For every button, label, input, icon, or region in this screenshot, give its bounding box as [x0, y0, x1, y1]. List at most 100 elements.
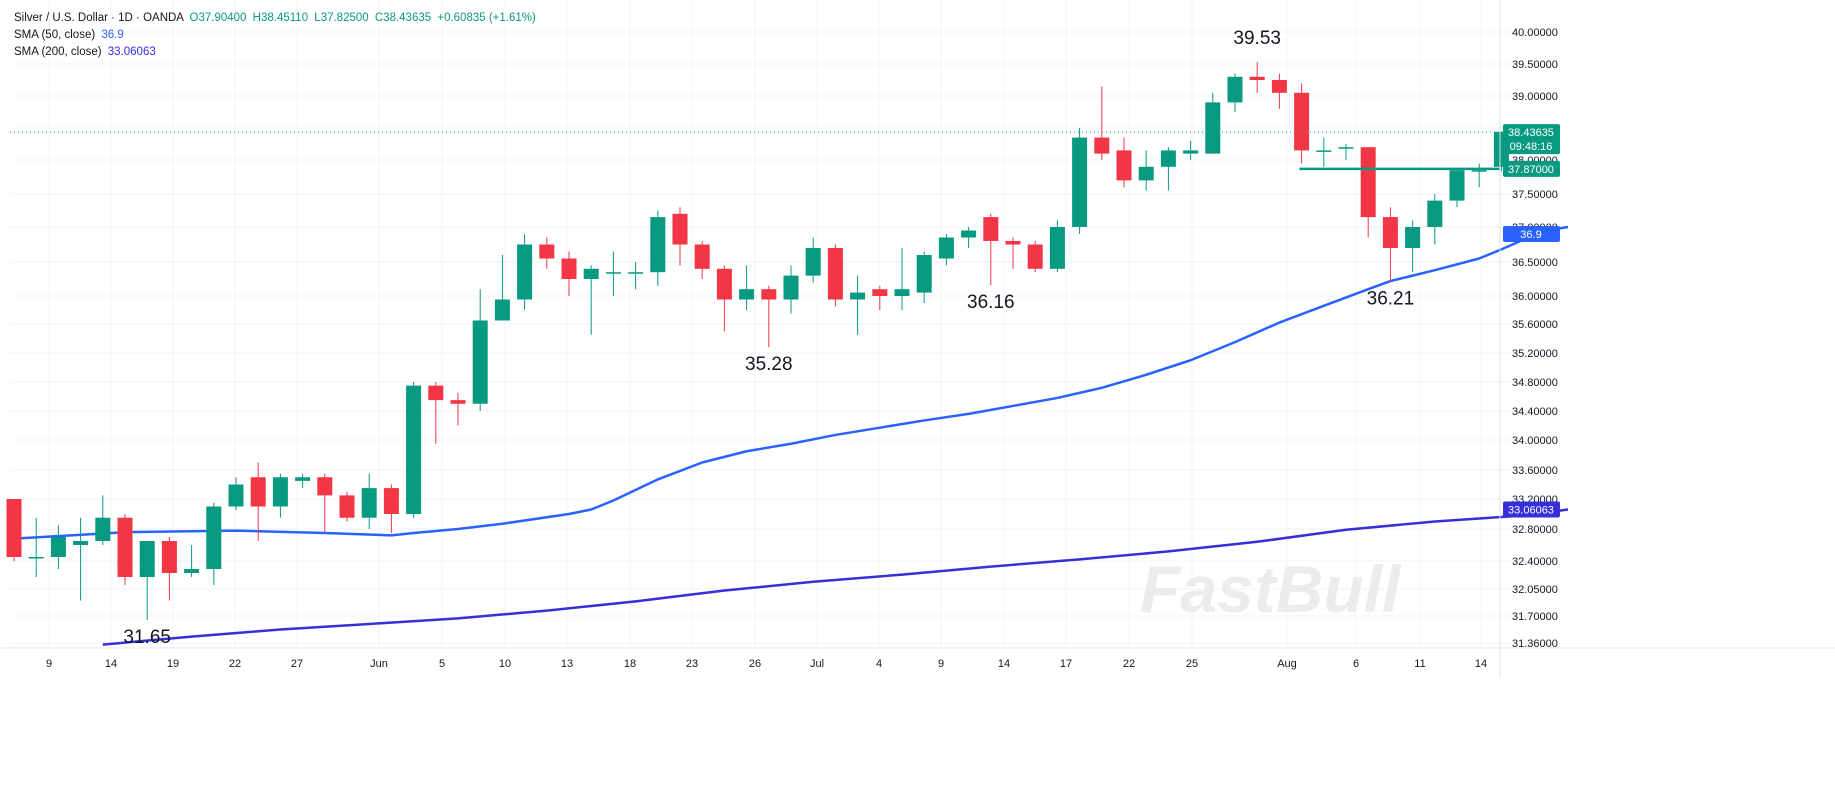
candle-body — [383, 488, 399, 514]
candle-body — [1094, 137, 1110, 154]
candle-body — [539, 244, 555, 259]
time-tick-label: 17 — [1060, 658, 1072, 670]
price-tick-label: 35.20000 — [1512, 348, 1558, 360]
sma50-axis-label: 36.9 — [1520, 229, 1541, 241]
candle-body — [494, 299, 510, 321]
time-axis: 9 14 19 22 27 Jun 5 10 13 18 23 26 Jul 4 9 14 17 22 25 Aug 6… — [0, 647, 1835, 670]
time-tick-label: 22 — [1123, 658, 1135, 670]
candle-body — [1049, 227, 1065, 269]
price-tick-label: 32.40000 — [1512, 556, 1558, 568]
sma50-line — [13, 225, 1569, 540]
candle-body — [28, 557, 44, 559]
time-tick-label: 25 — [1186, 658, 1198, 670]
price-lines — [10, 131, 1500, 171]
candle-body — [1205, 102, 1221, 154]
annotations-layer: 31.65 35.28 36.16 39.53 36.21 — [123, 28, 1414, 648]
price-tick-label: 34.80000 — [1512, 377, 1558, 389]
candle-body — [1471, 170, 1487, 172]
level-price-label-bg — [1503, 160, 1560, 177]
time-tick-label: Jul — [810, 658, 824, 670]
legend-row-sma50[interactable]: SMA (50, close) 36.9 — [14, 27, 536, 44]
candle-body — [1360, 147, 1376, 218]
low-value: L37.82500 — [314, 12, 369, 24]
candle-body — [583, 268, 599, 279]
close-value: C38.43635 — [374, 12, 432, 24]
axis-labels: 38.43635 09:48:16 37.87000 36.9 33.06063 — [1503, 124, 1560, 518]
candle-body — [139, 541, 155, 577]
time-tick-label: 6 — [1353, 658, 1359, 670]
high-value: H38.45110 — [252, 12, 309, 24]
open-value: O37.90400 — [189, 12, 247, 24]
time-tick-label: 13 — [561, 658, 573, 670]
sma200-axis-label-bg — [1503, 501, 1560, 518]
time-tick-label: 4 — [876, 658, 882, 670]
price-tick-label: 34.00000 — [1512, 435, 1558, 447]
time-tick-label: 22 — [229, 658, 241, 670]
sma200-line — [102, 508, 1569, 646]
candle-body — [428, 385, 444, 401]
price-tick-label: 39.00000 — [1512, 91, 1558, 103]
sma50-layer — [13, 225, 1569, 540]
candle-body — [605, 272, 621, 274]
candle-body — [517, 244, 533, 300]
sma50-axis-label-bg — [1503, 226, 1560, 242]
legend-row-sma200[interactable]: SMA (200, close) 33.06063 — [14, 44, 536, 61]
time-tick-label: Aug — [1277, 658, 1297, 670]
time-tick-label: 23 — [686, 658, 698, 670]
change-value: +0.60835 (+1.61%) — [437, 12, 536, 24]
candle-body — [1427, 200, 1443, 227]
price-tick-label: 39.50000 — [1512, 59, 1558, 71]
candle-body — [228, 484, 244, 507]
candle-body — [117, 517, 133, 577]
watermark: FastBull — [1140, 552, 1402, 626]
time-tick-label: Jun — [370, 658, 388, 670]
candle-body — [161, 541, 177, 573]
time-tick-label: 14 — [998, 658, 1010, 670]
price-tick-label: 36.50000 — [1512, 257, 1558, 269]
annotation-label: 36.21 — [1367, 289, 1415, 310]
candle-body — [317, 477, 333, 496]
price-tick-label: 32.05000 — [1512, 584, 1558, 596]
candles-layer — [6, 62, 1509, 620]
candle-body — [406, 385, 422, 514]
sma50-label: SMA (50, close) — [14, 29, 96, 41]
time-tick-label: 19 — [167, 658, 179, 670]
candle-body — [827, 248, 843, 300]
candle-body — [1338, 147, 1354, 149]
time-tick-label: 9 — [938, 658, 944, 670]
candle-body — [761, 289, 777, 300]
candle-body — [1160, 150, 1176, 167]
level-price-label: 37.87000 — [1508, 164, 1554, 176]
legend-row-symbol[interactable]: Silver / U.S. Dollar · 1D · OANDA O37.90… — [14, 10, 536, 27]
time-tick-label: 9 — [46, 658, 52, 670]
candle-body — [50, 537, 66, 557]
candle-body — [694, 244, 710, 269]
time-tick-label: 10 — [499, 658, 511, 670]
price-tick-label: 37.50000 — [1512, 189, 1558, 201]
candle-body — [1271, 80, 1287, 93]
candle-body — [1116, 150, 1132, 181]
candle-body — [739, 289, 755, 300]
legend: Silver / U.S. Dollar · 1D · OANDA O37.90… — [14, 10, 536, 61]
countdown-label: 09:48:16 — [1510, 141, 1553, 153]
candle-body — [206, 506, 222, 569]
annotation-label: 39.53 — [1233, 28, 1281, 49]
candle-body — [783, 275, 799, 300]
candle-body — [1294, 92, 1310, 151]
candle-body — [1382, 217, 1398, 248]
last-price-label: 38.43635 — [1508, 127, 1554, 139]
candle-body — [295, 477, 311, 481]
candle-body — [1227, 76, 1243, 103]
time-tick-label: 26 — [749, 658, 761, 670]
annotation-label: 31.65 — [123, 627, 171, 648]
time-tick-label: 27 — [291, 658, 303, 670]
candle-body — [1027, 244, 1043, 269]
price-tick-label: 40.00000 — [1512, 27, 1558, 39]
candle-body — [716, 268, 732, 300]
time-tick-label: 5 — [439, 658, 445, 670]
symbol-label: Silver / U.S. Dollar · 1D · OANDA — [14, 12, 184, 24]
price-axis: 40.0000039.5000039.0000038.5000038.00000… — [1499, 0, 1558, 678]
candle-body — [6, 499, 22, 557]
